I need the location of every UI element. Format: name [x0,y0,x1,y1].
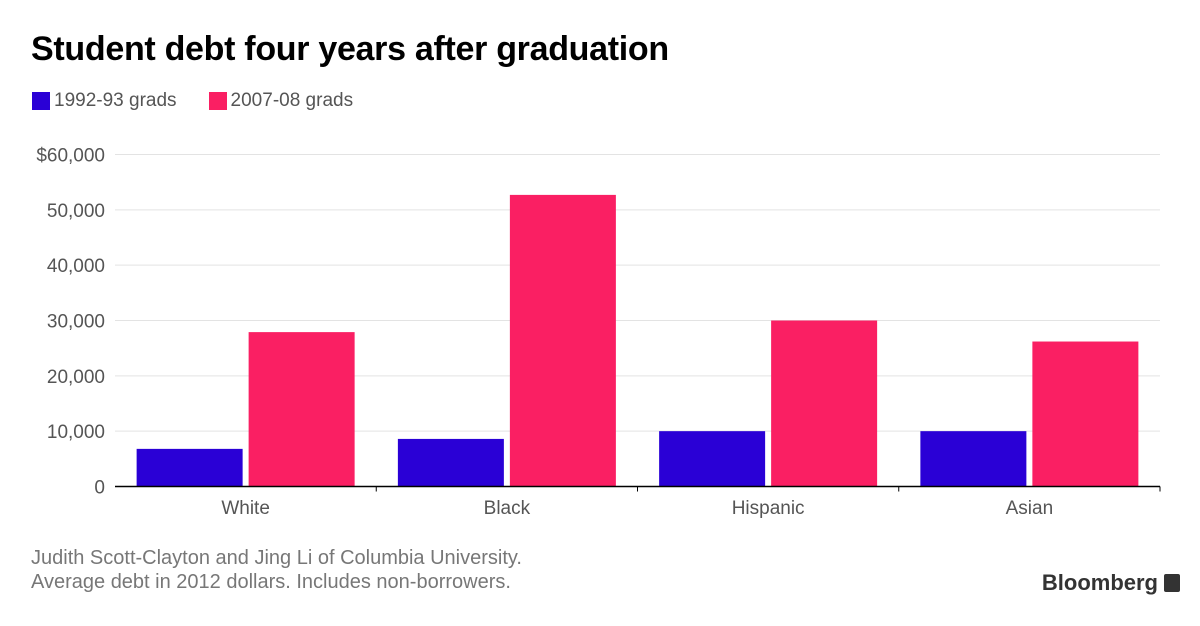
source-line-2: Average debt in 2012 dollars. Includes n… [31,571,511,593]
bar-white-1992 [136,448,243,487]
y-tick-label: $60,000 [36,146,105,167]
chart-title: Student debt four years after graduation [31,30,669,68]
y-tick-label: 50,000 [47,201,105,222]
bloomberg-logo: Bloomberg [1042,570,1180,596]
legend: 1992-93 grads 2007-08 grads [32,90,353,112]
bar-black-2007 [509,194,616,487]
x-tick-label: Hispanic [732,498,805,519]
bar-asian-1992 [920,431,1027,487]
bar-hispanic-1992 [659,431,766,487]
bloomberg-chart-icon [1164,574,1180,592]
bar-hispanic-2007 [771,320,878,487]
y-tick-label: 30,000 [47,312,105,333]
legend-item-2007: 2007-08 grads [208,90,354,112]
bar-asian-2007 [1032,341,1139,487]
bar-white-2007 [248,332,355,487]
bar-black-1992 [397,438,504,487]
legend-swatch-2007 [208,92,227,110]
legend-swatch-1992 [32,92,50,110]
y-tick-label: 0 [94,478,105,499]
legend-item-1992: 1992-93 grads [32,90,177,112]
y-tick-label: 20,000 [47,367,105,388]
legend-label-2007: 2007-08 grads [230,90,354,111]
brand-name: Bloomberg [1041,570,1158,595]
x-tick-label: White [221,498,270,519]
x-tick-label: Asian [1006,498,1054,519]
legend-label-1992: 1992-93 grads [54,90,177,111]
source-line-1: Judith Scott-Clayton and Jing Li of Colu… [31,547,522,569]
source-note: Judith Scott-Clayton and Jing Li of Colu… [31,546,522,594]
y-tick-label: 10,000 [47,422,105,443]
x-tick-label: Black [484,498,531,519]
y-tick-label: 40,000 [47,256,105,277]
